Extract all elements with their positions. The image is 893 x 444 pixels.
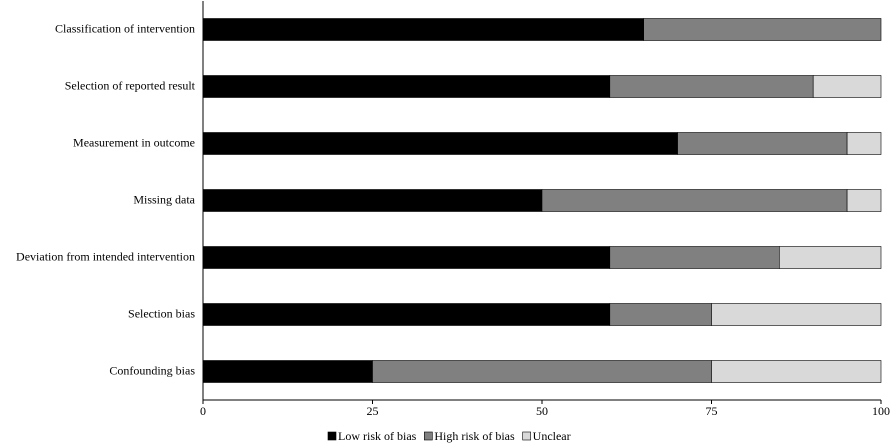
y-tick-label: Selection of reported result <box>65 78 196 92</box>
bar-segment <box>609 246 780 269</box>
y-tick-label: Classification of intervention <box>55 21 195 35</box>
bar-segment <box>711 303 882 326</box>
bar-segment <box>202 303 611 326</box>
bar-segment <box>846 132 882 155</box>
bar-segment <box>202 132 678 155</box>
bar-segment <box>643 18 882 41</box>
x-tick-label: 100 <box>872 404 890 418</box>
bar-segment <box>677 132 848 155</box>
legend-label: Unclear <box>533 429 571 443</box>
bar-segment <box>202 246 611 269</box>
bar-segment <box>711 360 882 383</box>
bar-segment <box>372 360 712 383</box>
legend-swatch <box>522 431 531 441</box>
bar-segment <box>202 75 611 98</box>
y-tick-label: Deviation from intended intervention <box>16 249 195 263</box>
bar-segment <box>541 189 848 212</box>
bar-segment <box>202 189 543 212</box>
legend-label: Low risk of bias <box>338 429 417 443</box>
x-tick-label: 75 <box>706 404 718 418</box>
y-tick-label: Measurement in outcome <box>73 135 195 149</box>
x-tick-label: 0 <box>200 404 206 418</box>
bar-segment <box>846 189 882 212</box>
legend-swatch <box>424 431 433 441</box>
bar-segment <box>202 360 373 383</box>
legend-swatch <box>327 431 337 441</box>
bar-segment <box>202 18 645 41</box>
legend-label: High risk of bias <box>434 429 515 443</box>
bar-segment <box>609 75 814 98</box>
y-tick-label: Missing data <box>133 192 195 206</box>
bar-segment <box>609 303 712 326</box>
x-tick-label: 25 <box>367 404 379 418</box>
bar-segment <box>812 75 882 98</box>
y-tick-label: Confounding bias <box>109 363 195 377</box>
y-tick-label: Selection bias <box>128 306 195 320</box>
bar-segment <box>778 246 882 269</box>
x-tick-label: 50 <box>536 404 548 418</box>
